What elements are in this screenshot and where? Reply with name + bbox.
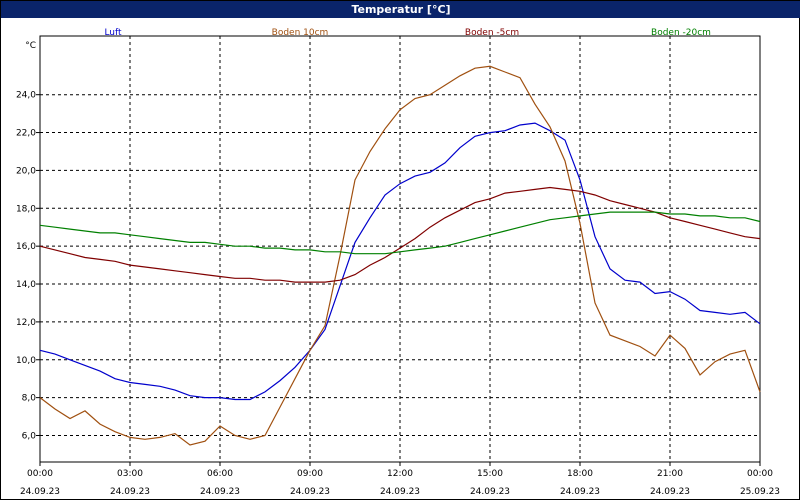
- y-tick-label: 14,0: [16, 280, 36, 290]
- chart-title: Temperatur [°C]: [1, 1, 800, 18]
- legend-entry: Boden -5cm: [465, 28, 519, 38]
- x-tick-label-time: 00:00: [27, 469, 53, 479]
- y-tick-label: 24,0: [16, 91, 36, 101]
- series-lines: [39, 65, 761, 446]
- series-line: [39, 122, 761, 401]
- x-tick-label-date: 24.09.23: [380, 487, 420, 497]
- series-line: [39, 186, 761, 283]
- x-tick-label-date: 24.09.23: [290, 487, 330, 497]
- y-tick-label: 20,0: [16, 166, 36, 176]
- x-tick-label-date: 24.09.23: [560, 487, 600, 497]
- legend-entry: Luft: [104, 28, 122, 38]
- x-tick-label-time: 12:00: [387, 469, 413, 479]
- x-tick-label-date: 24.09.23: [110, 487, 150, 497]
- x-tick-label-time: 03:00: [117, 469, 143, 479]
- x-tick-label-time: 06:00: [207, 469, 233, 479]
- y-tick-label: 6,0: [22, 431, 37, 441]
- gridlines: [40, 36, 760, 462]
- x-tick-label-time: 15:00: [477, 469, 503, 479]
- x-tick-label-date: 24.09.23: [650, 487, 690, 497]
- axes: 00:00 24.09.23 03:00 24.09.23 06:00 24.09.23 0…: [16, 35, 780, 497]
- x-tick-label-time: 00:00: [747, 469, 773, 479]
- legend-entry: Boden 10cm: [272, 28, 329, 38]
- x-tick-label-date: 24.09.23: [470, 487, 510, 497]
- series-line: [39, 211, 761, 255]
- x-tick-label-time: 09:00: [297, 469, 323, 479]
- x-tick-label-time: 21:00: [657, 469, 683, 479]
- y-unit-label: °C: [25, 41, 36, 51]
- y-tick-label: 18,0: [16, 204, 36, 214]
- legend-entry: Boden -20cm: [651, 28, 711, 38]
- x-tick-label-date: 25.09.23: [740, 487, 780, 497]
- y-tick-label: 8,0: [22, 394, 37, 404]
- y-tick-label: 16,0: [16, 242, 36, 252]
- y-tick-label: 12,0: [16, 318, 36, 328]
- plot-border: [39, 35, 761, 463]
- x-tick-label-date: 24.09.23: [200, 487, 240, 497]
- y-tick-label: 10,0: [16, 356, 36, 366]
- y-tick-label: 22,0: [16, 129, 36, 139]
- x-tick-label-time: 18:00: [567, 469, 593, 479]
- x-tick-label-date: 24.09.23: [20, 487, 60, 497]
- series-line: [39, 65, 761, 446]
- legend: Luft Boden 10cm Boden -5cm Boden -20cm: [104, 28, 711, 38]
